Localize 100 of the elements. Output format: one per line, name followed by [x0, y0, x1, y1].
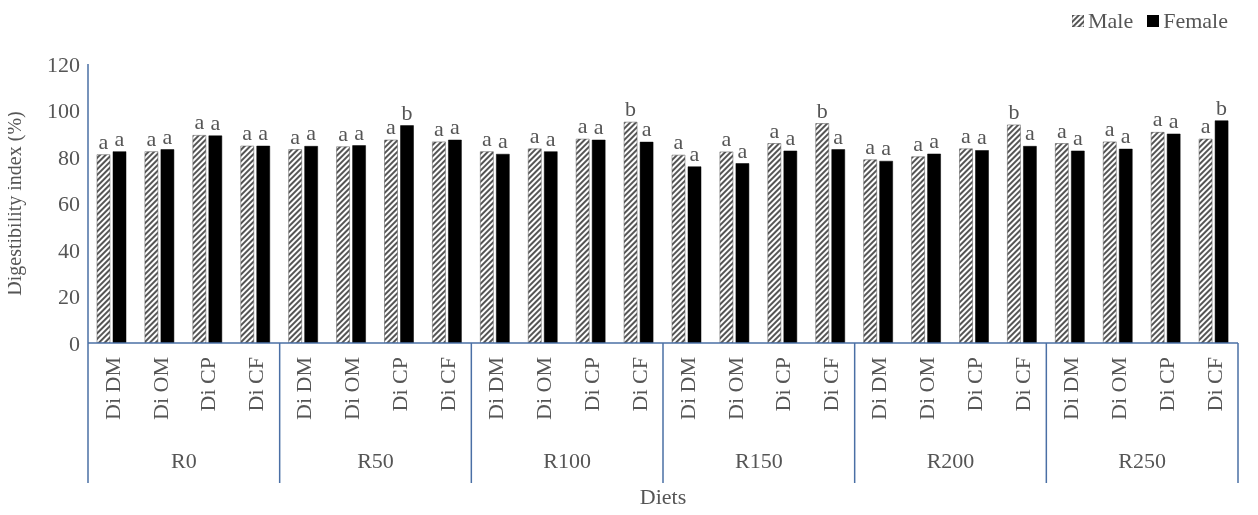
data-label: a: [529, 122, 540, 148]
legend-label: Female: [1162, 8, 1228, 34]
data-label: a: [258, 120, 269, 146]
data-label: a: [242, 120, 253, 146]
bar: [448, 139, 462, 343]
data-label: a: [865, 133, 876, 159]
data-label: a: [497, 128, 508, 154]
data-label: a: [1072, 124, 1083, 150]
bar: [927, 153, 941, 343]
x-tick-label: Di DM: [1057, 357, 1083, 420]
bar: [863, 159, 877, 343]
bar: [623, 121, 638, 343]
bar: [719, 151, 734, 343]
x-tick-label: Di CP: [962, 357, 988, 412]
x-tick-label: Di CF: [818, 357, 844, 412]
bar: [735, 163, 750, 343]
bar: [767, 143, 782, 343]
bar: [1198, 138, 1213, 343]
data-label: b: [816, 97, 828, 123]
x-tick-label: Di CF: [243, 357, 269, 412]
data-label: a: [881, 135, 892, 161]
data-label: a: [1025, 120, 1036, 146]
x-tick-label: Di OM: [722, 357, 748, 420]
data-label: a: [146, 125, 157, 151]
data-label: a: [593, 114, 604, 140]
data-label: a: [721, 125, 732, 151]
data-label: b: [1008, 98, 1020, 124]
x-tick-label: Di OM: [914, 357, 940, 420]
text: R50: [357, 448, 394, 473]
y-tick-label: 100: [47, 98, 80, 124]
x-tick-label: Di DM: [291, 357, 317, 420]
bar: [384, 139, 398, 343]
data-label: a: [290, 123, 301, 149]
bar: [1166, 133, 1181, 343]
x-tick-label: Di CF: [1010, 357, 1036, 412]
data-label: a: [833, 123, 844, 149]
data-label: b: [1216, 94, 1228, 120]
bar: [304, 146, 318, 343]
bar: [400, 125, 414, 343]
bar: [352, 145, 366, 343]
data-label: a: [481, 125, 492, 151]
data-label: a: [434, 115, 445, 141]
y-tick-label: 20: [58, 284, 80, 310]
x-tick-label: Di DM: [99, 357, 125, 420]
bar: [256, 145, 270, 343]
bar: [959, 148, 973, 343]
bar: [496, 153, 510, 343]
data-label: a: [1104, 115, 1115, 141]
bar: [208, 135, 223, 343]
bar: [480, 151, 494, 343]
x-tick-label: Di DM: [866, 357, 892, 420]
data-label: a: [98, 128, 109, 154]
data-label: a: [1200, 113, 1211, 139]
x-tick-label: Di CP: [387, 357, 413, 412]
bar: [240, 145, 254, 343]
bar: [1055, 143, 1069, 343]
x-tick-label: Di CF: [435, 357, 461, 412]
x-tick-label: Di CP: [578, 357, 604, 412]
bar: [1103, 141, 1117, 343]
text: R150: [734, 448, 783, 473]
bar: [575, 138, 590, 343]
bar: [192, 135, 207, 343]
data-label: a: [386, 114, 397, 140]
data-label: a: [1152, 106, 1163, 132]
x-tick-label: Di OM: [1105, 357, 1131, 420]
y-tick-label: 0: [69, 330, 80, 356]
data-label: a: [785, 124, 796, 150]
y-axis-title: Digestibility index (%): [3, 111, 27, 296]
x-tick-label: Di CP: [770, 357, 796, 412]
data-label: a: [769, 117, 780, 143]
bar: [671, 154, 686, 343]
bar: [783, 150, 798, 343]
x-tick-label: Di CP: [1153, 357, 1179, 412]
data-label: b: [625, 96, 637, 122]
text: R0: [170, 448, 197, 473]
data-label: b: [401, 99, 413, 125]
x-tick-label: Di OM: [339, 357, 365, 420]
x-tick-label: Di CP: [195, 357, 221, 412]
bar: [911, 156, 925, 343]
data-label: a: [689, 140, 700, 166]
x-tick-label: Di OM: [147, 357, 173, 420]
data-label: a: [354, 119, 365, 145]
x-tick-label: Di CF: [626, 357, 652, 412]
bar: [831, 149, 845, 343]
y-tick-label: 40: [58, 237, 80, 263]
bar: [144, 151, 159, 343]
bar: [336, 146, 350, 343]
data-label: a: [162, 123, 173, 149]
bar: [591, 139, 606, 343]
data-label: a: [961, 122, 972, 148]
text: R250: [1118, 448, 1167, 473]
data-label: a: [641, 116, 652, 142]
data-label: a: [929, 127, 940, 153]
x-axis-title: Diets: [639, 484, 687, 509]
bar: [112, 151, 127, 343]
text: R100: [543, 448, 592, 473]
legend-label: Male: [1087, 8, 1134, 34]
data-label: a: [545, 125, 556, 151]
bar: [528, 148, 542, 343]
bar: [1150, 132, 1165, 343]
